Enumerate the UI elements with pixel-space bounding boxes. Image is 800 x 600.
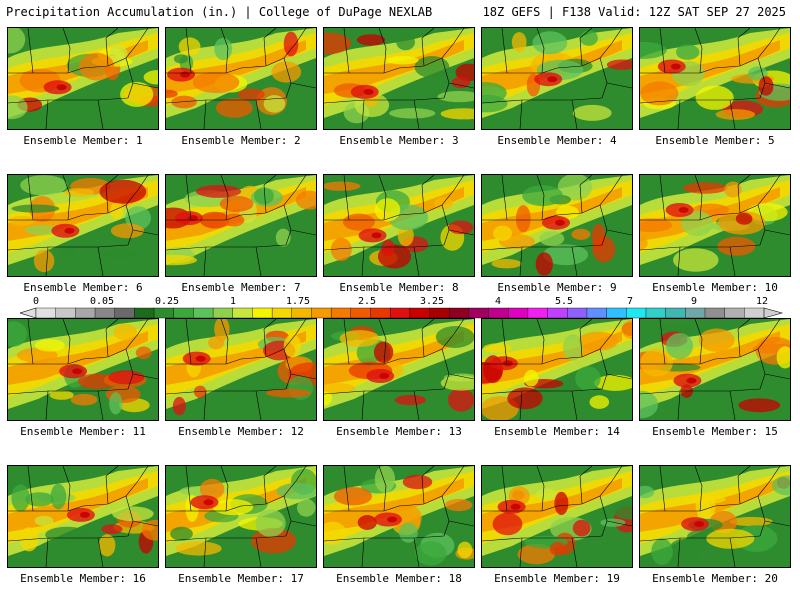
ensemble-member-label: Ensemble Member: 4 (497, 134, 617, 147)
ensemble-member-map (323, 174, 475, 277)
ensemble-member-map (481, 174, 633, 277)
ensemble-member-label: Ensemble Member: 11 (20, 425, 146, 438)
ensemble-member-map (7, 318, 159, 421)
colorbar-tick-label: 0.25 (154, 296, 180, 307)
ensemble-member-map (323, 465, 475, 568)
colorbar-tick-label: 4 (494, 296, 502, 307)
colorbar-tick-label: 7 (626, 296, 634, 307)
ensemble-member-label: Ensemble Member: 8 (339, 281, 459, 294)
ensemble-member-map (639, 318, 791, 421)
ensemble-member-label: Ensemble Member: 17 (178, 572, 304, 585)
page-title: Precipitation Accumulation (in.) | Colle… (6, 5, 433, 19)
ensemble-member-map (165, 174, 317, 277)
ensemble-member-label: Ensemble Member: 2 (181, 134, 301, 147)
colorbar-tick-label: 1.75 (285, 296, 311, 307)
colorbar-tick-label: 5.5 (554, 296, 574, 307)
ensemble-member-label: Ensemble Member: 20 (652, 572, 778, 585)
ensemble-member-map (7, 465, 159, 568)
ensemble-member-label: Ensemble Member: 13 (336, 425, 462, 438)
ensemble-member-map (165, 318, 317, 421)
ensemble-member-map (165, 27, 317, 130)
ensemble-member-map (323, 27, 475, 130)
ensemble-member-map (323, 318, 475, 421)
model-run-info: 18Z GEFS | F138 Valid: 12Z SAT SEP 27 20… (482, 5, 786, 19)
ensemble-member-map (7, 174, 159, 277)
colorbar-tick-label: 2.5 (357, 296, 377, 307)
ensemble-member-label: Ensemble Member: 19 (494, 572, 620, 585)
colorbar-tick-label: 0 (32, 296, 40, 307)
ensemble-member-map (481, 27, 633, 130)
colorbar-tick-label: 1 (229, 296, 237, 307)
ensemble-member-map (165, 465, 317, 568)
ensemble-member-label: Ensemble Member: 10 (652, 281, 778, 294)
ensemble-member-label: Ensemble Member: 6 (23, 281, 143, 294)
ensemble-member-label: Ensemble Member: 15 (652, 425, 778, 438)
ensemble-member-map (639, 465, 791, 568)
ensemble-member-label: Ensemble Member: 1 (23, 134, 143, 147)
ensemble-member-map (639, 174, 791, 277)
ensemble-member-label: Ensemble Member: 16 (20, 572, 146, 585)
ensemble-member-label: Ensemble Member: 18 (336, 572, 462, 585)
ensemble-member-map (481, 465, 633, 568)
ensemble-member-label: Ensemble Member: 3 (339, 134, 459, 147)
ensemble-member-label: Ensemble Member: 14 (494, 425, 620, 438)
ensemble-member-label: Ensemble Member: 12 (178, 425, 304, 438)
colorbar-tick-label: 0.05 (89, 296, 115, 307)
colorbar-tick-label: 3.25 (419, 296, 445, 307)
colorbar-tick-label: 12 (755, 296, 769, 307)
ensemble-member-label: Ensemble Member: 9 (497, 281, 617, 294)
ensemble-member-label: Ensemble Member: 7 (181, 281, 301, 294)
ensemble-member-map (639, 27, 791, 130)
ensemble-member-map (7, 27, 159, 130)
ensemble-member-label: Ensemble Member: 5 (655, 134, 775, 147)
ensemble-member-map (481, 318, 633, 421)
colorbar-tick-label: 9 (690, 296, 698, 307)
